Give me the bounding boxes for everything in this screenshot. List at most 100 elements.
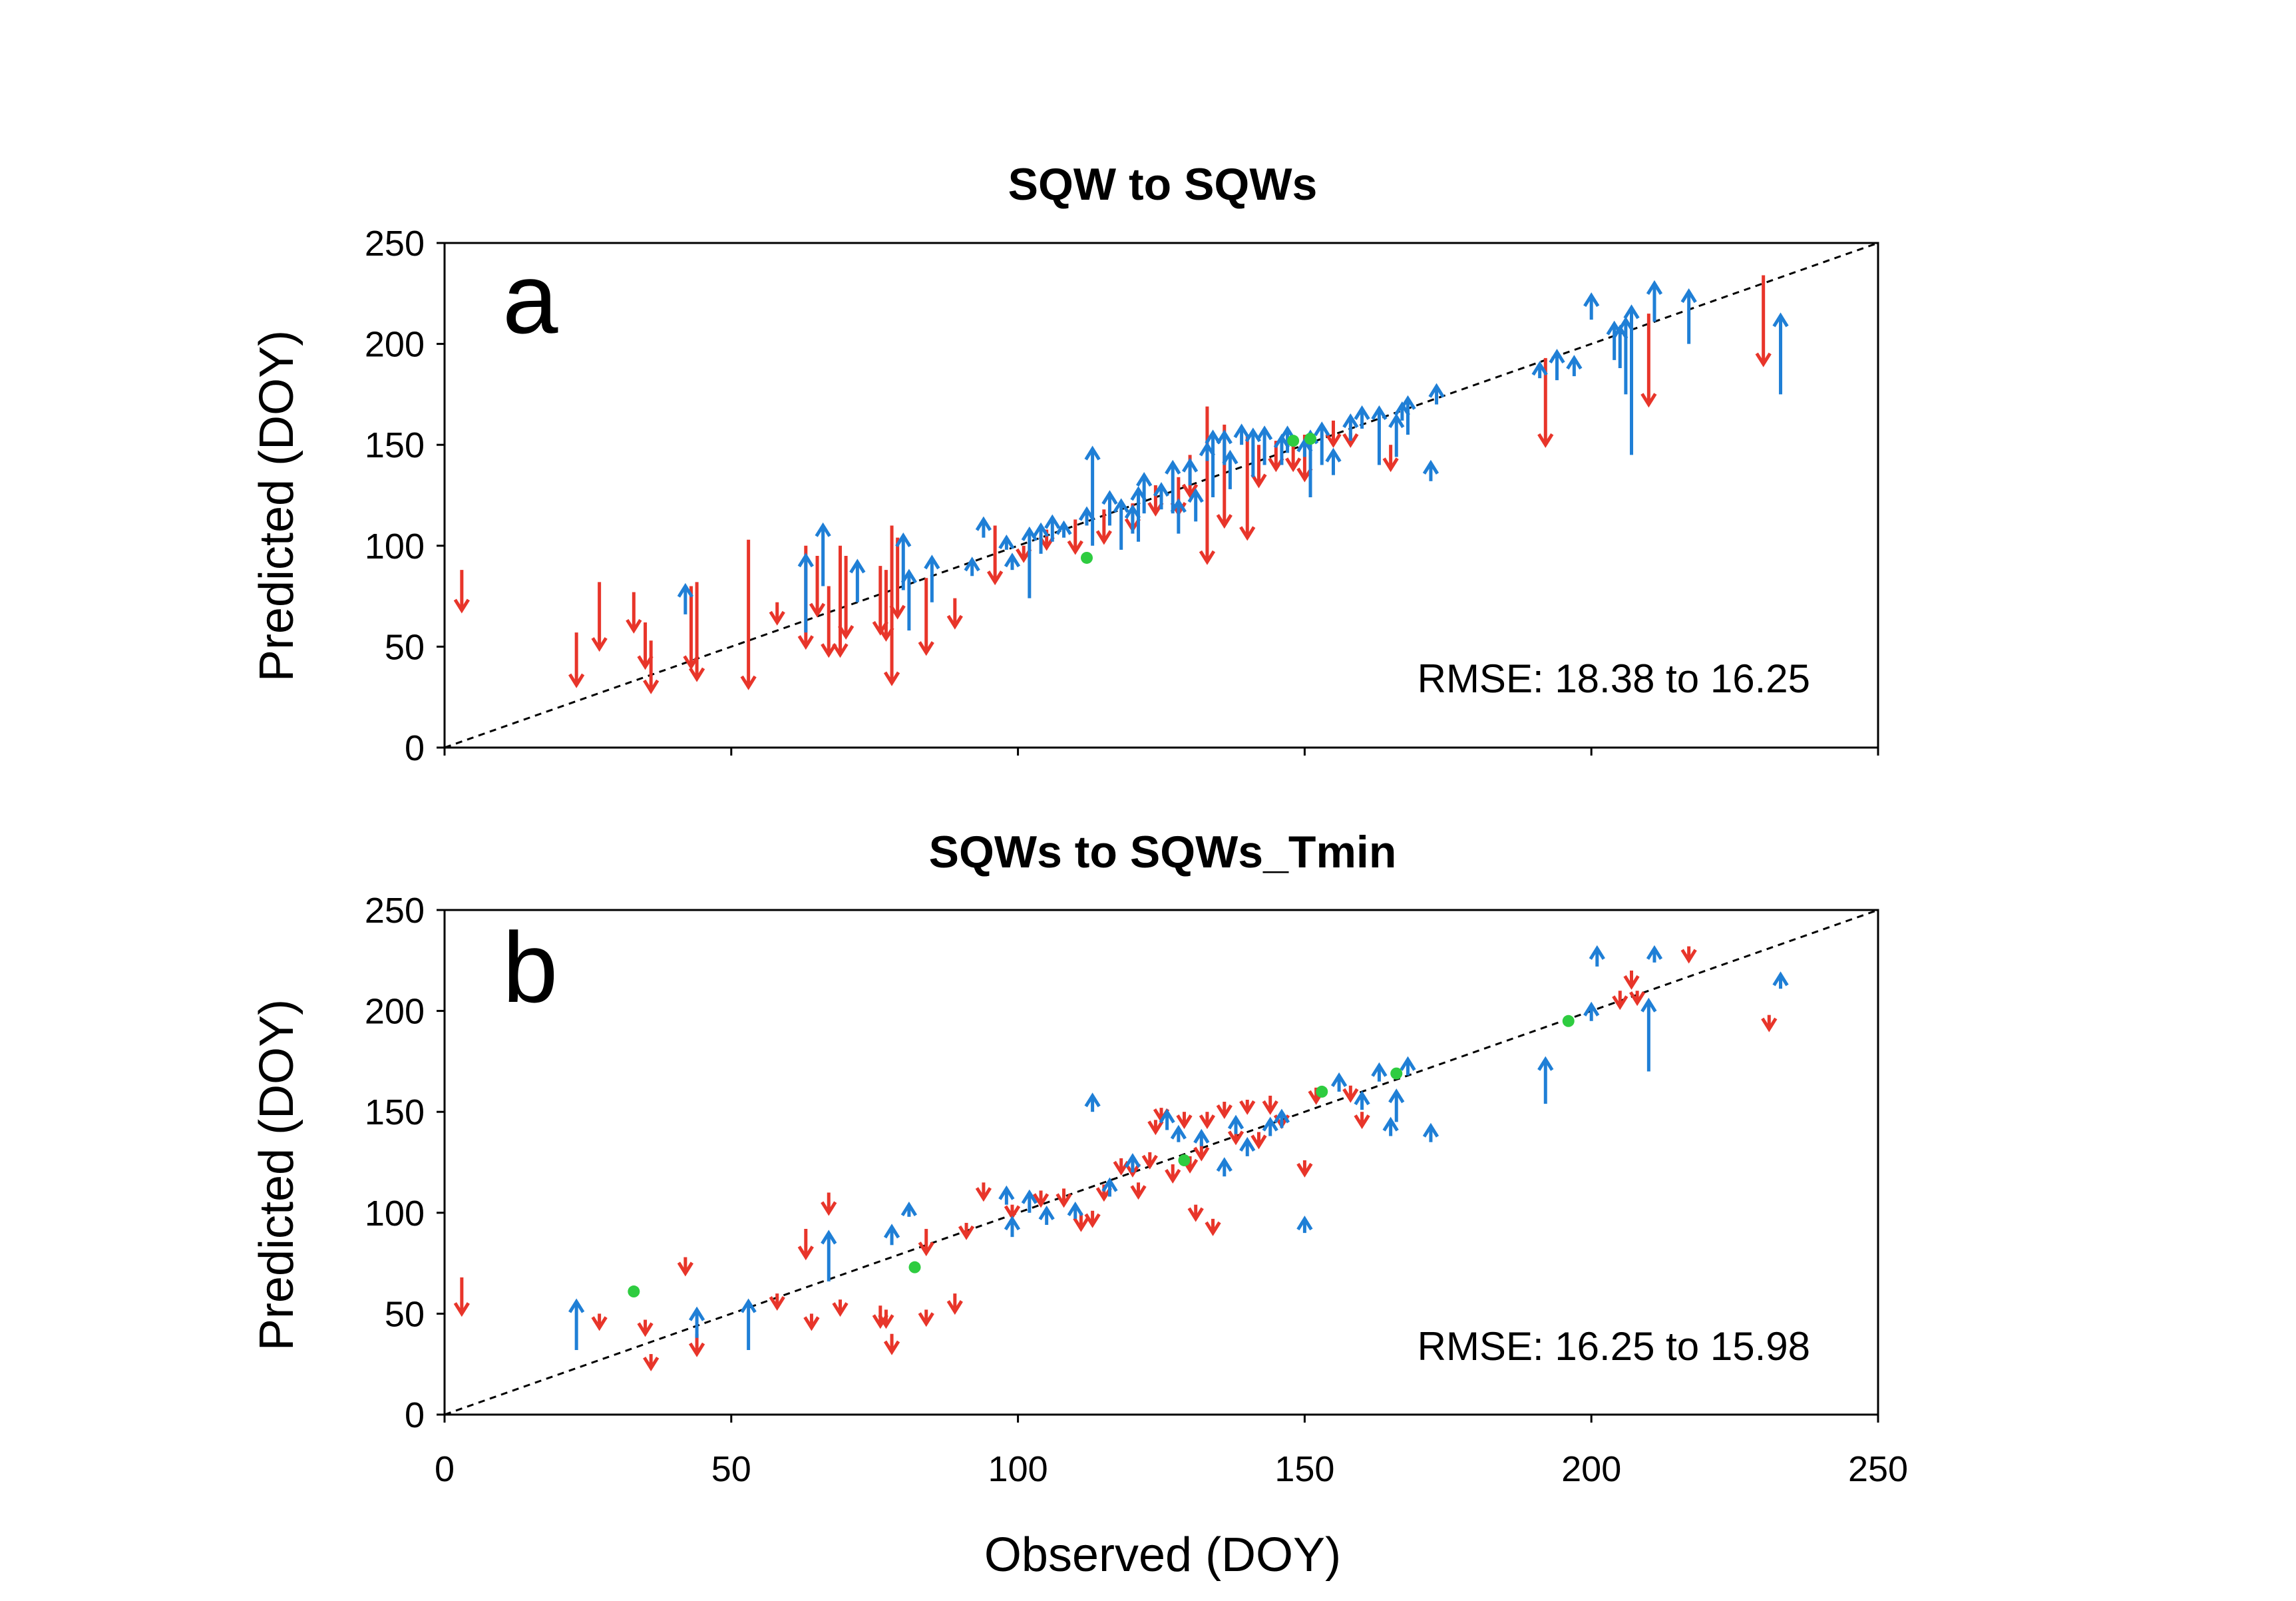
arrow-decrease (946, 1293, 963, 1315)
arrow-decrease (837, 555, 855, 640)
arrow-increase (975, 516, 992, 538)
x-tick-label: 200 (1561, 1449, 1621, 1489)
arrow-decrease (688, 582, 705, 682)
arrow-head (1296, 1162, 1313, 1178)
arrow-head (1021, 526, 1038, 541)
arrow-increase (900, 569, 918, 631)
x-tick-label: 50 (711, 1449, 751, 1489)
arrow-increase (1330, 1072, 1348, 1092)
arrow-head (1342, 433, 1359, 448)
arrow-head (883, 671, 900, 686)
arrow-decrease (821, 1192, 837, 1216)
arrow-increase (1004, 553, 1021, 571)
arrow-head (1537, 1056, 1554, 1071)
arrow-decrease (987, 525, 1004, 586)
arrow-increase (1216, 1157, 1233, 1177)
arrow-head (918, 1242, 934, 1257)
arrow-increase (688, 1306, 705, 1338)
arrow-decrease (453, 570, 470, 614)
arrow-head (1193, 1146, 1210, 1162)
x-tick-label: 250 (1848, 1449, 1908, 1489)
arrow-head (1205, 1221, 1221, 1236)
arrow-decrease (1342, 1085, 1359, 1103)
arrow-head (1400, 1056, 1416, 1071)
arrow-head (453, 598, 470, 614)
arrow-increase (1239, 1136, 1256, 1156)
arrow-head (1273, 1108, 1290, 1124)
arrow-increase (1388, 1088, 1405, 1122)
y-tick-label: 250 (365, 224, 425, 264)
arrow-head (1170, 498, 1187, 513)
arrow-increase (1222, 449, 1239, 489)
arrow-decrease (568, 632, 585, 688)
arrow-head (809, 602, 826, 618)
arrow-head (1250, 473, 1267, 489)
arrow-decrease (626, 592, 642, 634)
arrow-head (1583, 292, 1600, 308)
arrow-head (832, 643, 849, 658)
arrow-increase (1084, 445, 1101, 546)
arrow-head (998, 1185, 1015, 1200)
arrow-decrease (883, 1333, 900, 1355)
arrow-head (1176, 1114, 1193, 1130)
panel-a-plot-area: 0 50 100 150 200 250 (365, 224, 1879, 768)
arrow-head (1285, 457, 1302, 473)
arrow-head (1612, 995, 1628, 1011)
unchanged-point (1390, 1067, 1403, 1080)
arrow-head (1755, 352, 1772, 367)
arrow-head (1382, 457, 1399, 473)
arrow-decrease (643, 640, 660, 694)
arrow-increase (821, 1230, 837, 1281)
arrow-decrease (883, 525, 900, 686)
arrow-increase (1400, 395, 1416, 435)
arrow-increase (1583, 1001, 1600, 1021)
y-tick-label: 200 (365, 992, 425, 1032)
panel-b-ylabel: Predicted (DOY) (250, 999, 303, 1351)
arrow-decrease (918, 1229, 934, 1257)
arrow-decrease (591, 1313, 608, 1331)
arrow-decrease (821, 586, 837, 658)
arrow-decrease (1004, 1204, 1021, 1220)
arrow-head (1067, 540, 1083, 555)
arrow-increase (1165, 459, 1181, 514)
panel-b: SQWs to SQWs_Tmin b Predicted (DOY) RMSE… (250, 827, 1908, 1489)
arrow-head (1032, 522, 1050, 537)
arrow-head (1422, 1122, 1439, 1138)
arrow-head (1113, 498, 1129, 513)
arrow-head (1130, 1185, 1147, 1200)
arrow-increase (1262, 1116, 1278, 1136)
arrow-head (677, 1261, 693, 1277)
y-tick-label: 50 (385, 1294, 425, 1334)
arrow-increase (1354, 1090, 1370, 1110)
arrow-head (1216, 514, 1233, 529)
arrow-increase (1055, 520, 1072, 538)
unchanged-point (628, 1285, 640, 1298)
arrow-head (849, 559, 866, 574)
arrow-head (769, 1295, 785, 1311)
arrow-head (1646, 280, 1663, 295)
arrow-decrease (1095, 509, 1112, 545)
arrow-head (889, 604, 906, 620)
arrow-increase (1233, 423, 1250, 445)
arrow-increase (740, 1298, 757, 1350)
arrow-decrease (832, 1299, 849, 1317)
arrow-head (1187, 1207, 1204, 1222)
x-tick-label: 150 (1274, 1449, 1334, 1489)
arrow-head (643, 1356, 660, 1371)
arrow-decrease (1239, 1100, 1256, 1115)
arrow-head (1216, 429, 1233, 445)
y-tick-label: 100 (365, 527, 425, 567)
arrow-decrease (1239, 435, 1256, 541)
y-tick-label: 200 (365, 325, 425, 365)
arrow-increase (1084, 1092, 1101, 1112)
arrow-decrease (1623, 970, 1640, 990)
arrow-increase (1038, 1206, 1055, 1225)
arrow-head (958, 1225, 975, 1240)
arrow-head (1354, 1090, 1370, 1106)
arrow-increase (883, 1224, 900, 1246)
arrow-head (1371, 405, 1388, 420)
panel-a-rmse: RMSE: 18.38 to 16.25 (1418, 656, 1810, 701)
arrow-decrease (769, 602, 785, 626)
arrow-head (900, 569, 918, 584)
arrow-head (1044, 514, 1061, 529)
